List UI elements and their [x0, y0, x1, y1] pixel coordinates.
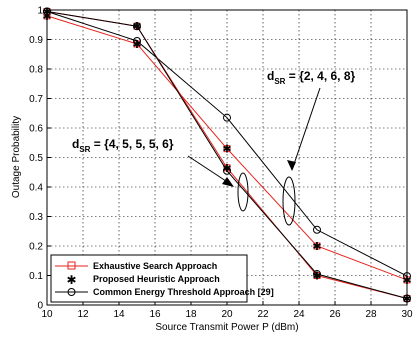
legend-label-heuristic: Proposed Heuristic Approach — [93, 274, 220, 284]
annotation-ellipse-45556 — [237, 172, 249, 212]
x-tick-label: 28 — [365, 309, 377, 320]
series-line — [46, 10, 408, 299]
annotation-arrowhead-45556 — [222, 177, 234, 187]
annotation-arrow-45556 — [187, 155, 233, 186]
y-tick-label: 0.4 — [29, 183, 43, 194]
annotation-ellipse-2468 — [282, 176, 296, 226]
series-5 — [43, 7, 411, 303]
x-axis-title: Source Transmit Power P (dBm) — [155, 322, 298, 333]
x-tick-label: 10 — [41, 309, 53, 320]
series-0 — [43, 12, 411, 284]
annotation-arrowhead-2468 — [287, 160, 296, 171]
series-layer: ✱✱✱✱✱✱✱✱✱✱ — [42, 5, 411, 305]
legend-marker-star: ✱ — [66, 273, 76, 287]
legend-label-exhaustive: Exhaustive Search Approach — [93, 261, 217, 271]
data-point-circle — [223, 166, 231, 175]
plot-frame — [46, 9, 408, 306]
legend-marker-circle — [67, 288, 76, 296]
y-tick-label: 0.7 — [29, 94, 43, 105]
y-axis-title: Outage Probability — [11, 116, 22, 198]
x-tick-label: 24 — [293, 309, 305, 320]
annotation-group-2468: dSR = {2, 4, 6, 8} — [267, 69, 356, 226]
x-tick-label: 14 — [113, 309, 125, 320]
y-tick-label: 0.1 — [29, 271, 43, 282]
data-point-square — [223, 145, 231, 153]
data-point-star: ✱ — [312, 240, 321, 253]
data-point-star: ✱ — [312, 270, 321, 283]
data-point-circle — [133, 22, 141, 31]
y-tick-label: 0.3 — [29, 212, 43, 223]
y-tick-label: 0.9 — [29, 35, 43, 46]
data-point-square — [313, 242, 321, 250]
data-point-star: ✱ — [222, 162, 231, 175]
y-tick-label: 0.8 — [29, 65, 43, 76]
x-tick-label: 30 — [401, 309, 413, 320]
annotation-text-45556: dSR = {4, 5, 5, 5, 6} — [72, 137, 174, 154]
x-tick-label: 20 — [221, 309, 233, 320]
series-line — [46, 10, 408, 277]
legend-label-common: Common Energy Threshold Approach [29] — [93, 287, 274, 297]
legend-entry-heuristic: ✱ Proposed Heuristic Approach — [66, 273, 219, 287]
legend-box — [50, 254, 248, 303]
legend-entry-exhaustive: Exhaustive Search Approach — [55, 261, 217, 271]
data-point-star: ✱ — [222, 143, 231, 156]
y-tick-label: 0.6 — [29, 124, 43, 135]
data-point-circle — [313, 225, 321, 234]
series-line — [46, 15, 408, 281]
x-tick-label: 12 — [77, 309, 89, 320]
y-tick-label: 0 — [37, 301, 43, 312]
x-tick-label: 22 — [257, 309, 269, 320]
annotation-group-45556: dSR = {4, 5, 5, 5, 6} — [72, 137, 249, 212]
x-tick-label: 26 — [329, 309, 341, 320]
y-tick-label: 0.2 — [29, 242, 43, 253]
annotation-arrow-2468 — [291, 87, 321, 171]
data-point-circle — [223, 113, 231, 122]
annotation-text-2468: dSR = {2, 4, 6, 8} — [267, 69, 356, 86]
data-point-circle — [133, 36, 141, 45]
y-tick-label: 0.5 — [29, 153, 43, 164]
data-point-circle — [313, 270, 321, 279]
axis-ticks: 10 12 14 16 18 20 22 24 26 28 30 0 0.1 0.2 0.3 0.4 0.5 0.… — [29, 6, 413, 321]
legend-entry-common: Common Energy Threshold Approach [29] — [55, 287, 274, 297]
y-tick-label: 1 — [37, 6, 43, 17]
x-tick-label: 16 — [149, 309, 161, 320]
legend-marker-square — [67, 261, 76, 270]
x-tick-label: 18 — [185, 309, 197, 320]
legend: Exhaustive Search Approach ✱ Proposed He… — [50, 254, 274, 303]
